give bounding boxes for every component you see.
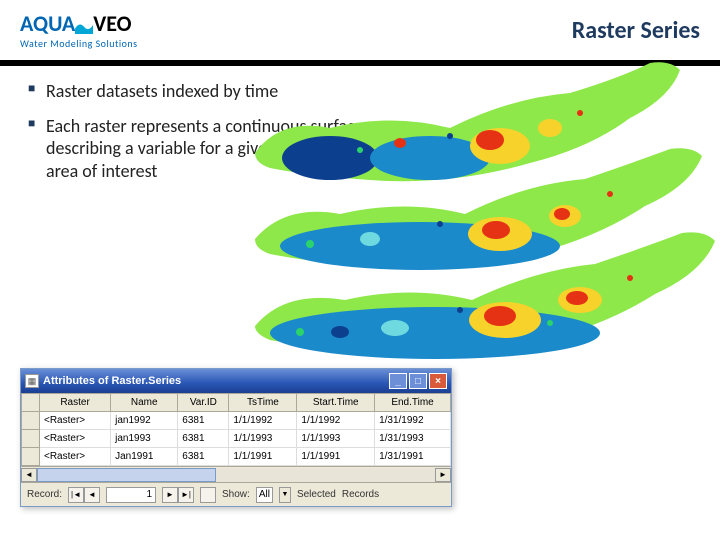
- table-cell[interactable]: 1/1/1993: [229, 430, 297, 448]
- table-icon: ▦: [25, 374, 39, 388]
- table-cell[interactable]: 1/1/1991: [297, 448, 375, 466]
- table-cell[interactable]: 1/31/1991: [375, 448, 451, 466]
- table-cell[interactable]: 1/31/1992: [375, 412, 451, 430]
- scroll-right-button[interactable]: ►: [435, 468, 451, 482]
- raster-1993: [250, 228, 720, 383]
- scroll-track[interactable]: [37, 468, 435, 482]
- header: AQUA VEO Water Modeling Solutions Raster …: [0, 0, 720, 60]
- nav-prev-button[interactable]: ◄: [84, 487, 100, 503]
- content: Raster datasets indexed by time Each ras…: [0, 66, 720, 208]
- table-cell[interactable]: 1/1/1992: [297, 412, 375, 430]
- table-cell[interactable]: 1/1/1992: [229, 412, 297, 430]
- col-varid[interactable]: Var.ID: [178, 394, 229, 412]
- table-header-row: Raster Name Var.ID TsTime Start.Time End…: [22, 394, 451, 412]
- record-label: Record:: [27, 489, 62, 500]
- table-row[interactable]: <Raster>jan199263811/1/19921/1/19921/31/…: [22, 412, 451, 430]
- scroll-left-button[interactable]: ◄: [21, 468, 37, 482]
- row-selector[interactable]: [22, 448, 40, 466]
- table-row[interactable]: <Raster>jan199363811/1/19931/1/19931/31/…: [22, 430, 451, 448]
- close-button[interactable]: ×: [429, 373, 447, 389]
- table-cell[interactable]: <Raster>: [40, 430, 111, 448]
- records-label: Records: [342, 489, 379, 500]
- col-starttime[interactable]: Start.Time: [297, 394, 375, 412]
- scroll-thumb[interactable]: [37, 468, 216, 482]
- table-row[interactable]: <Raster>Jan199163811/1/19911/1/19911/31/…: [22, 448, 451, 466]
- attributes-window: ▦ Attributes of Raster.Series _ □ × Rast…: [20, 368, 452, 507]
- window-title: Attributes of Raster.Series: [43, 375, 387, 387]
- statusbar: Record: |◄ ◄ ► ►| Show: All ▼ Selected R…: [21, 482, 451, 506]
- logo-aqua: AQUA: [20, 10, 75, 37]
- table-cell[interactable]: 1/1/1993: [297, 430, 375, 448]
- col-raster[interactable]: Raster: [40, 394, 111, 412]
- logo-tagline: Water Modeling Solutions: [20, 37, 138, 50]
- col-name[interactable]: Name: [111, 394, 178, 412]
- horizontal-scrollbar[interactable]: ◄ ►: [21, 466, 451, 482]
- row-selector[interactable]: [22, 412, 40, 430]
- show-select[interactable]: All: [256, 487, 273, 503]
- table-cell[interactable]: 6381: [178, 412, 229, 430]
- table-cell[interactable]: 6381: [178, 448, 229, 466]
- maximize-button[interactable]: □: [409, 373, 427, 389]
- nav-new-button[interactable]: [200, 487, 216, 503]
- logo-veo: VEO: [93, 10, 131, 37]
- row-selector[interactable]: [22, 430, 40, 448]
- table-cell[interactable]: jan1993: [111, 430, 178, 448]
- nav-first-button[interactable]: |◄: [68, 487, 84, 503]
- record-number-input[interactable]: [106, 487, 156, 503]
- wave-icon: [75, 13, 93, 31]
- table-cell[interactable]: jan1992: [111, 412, 178, 430]
- table-cell[interactable]: 1/31/1993: [375, 430, 451, 448]
- logo: AQUA VEO Water Modeling Solutions: [20, 10, 138, 50]
- selected-label: Selected: [297, 489, 336, 500]
- nav-next-button[interactable]: ►: [162, 487, 178, 503]
- record-nav: |◄ ◄: [68, 487, 100, 503]
- attributes-table: Raster Name Var.ID TsTime Start.Time End…: [21, 393, 451, 466]
- table-cell[interactable]: <Raster>: [40, 448, 111, 466]
- table-wrap: Raster Name Var.ID TsTime Start.Time End…: [21, 393, 451, 466]
- col-tstime[interactable]: TsTime: [229, 394, 297, 412]
- show-dropdown-button[interactable]: ▼: [279, 487, 291, 503]
- window-titlebar[interactable]: ▦ Attributes of Raster.Series _ □ ×: [21, 369, 451, 393]
- col-endtime[interactable]: End.Time: [375, 394, 451, 412]
- nav-last-button[interactable]: ►|: [178, 487, 194, 503]
- table-cell[interactable]: Jan1991: [111, 448, 178, 466]
- minimize-button[interactable]: _: [389, 373, 407, 389]
- page-title: Raster Series: [572, 16, 700, 45]
- table-cell[interactable]: 1/1/1991: [229, 448, 297, 466]
- row-selector-header[interactable]: [22, 394, 40, 412]
- table-cell[interactable]: 6381: [178, 430, 229, 448]
- show-label: Show:: [222, 489, 250, 500]
- table-cell[interactable]: <Raster>: [40, 412, 111, 430]
- record-nav-2: ► ►|: [162, 487, 194, 503]
- logo-brand: AQUA VEO: [20, 10, 138, 37]
